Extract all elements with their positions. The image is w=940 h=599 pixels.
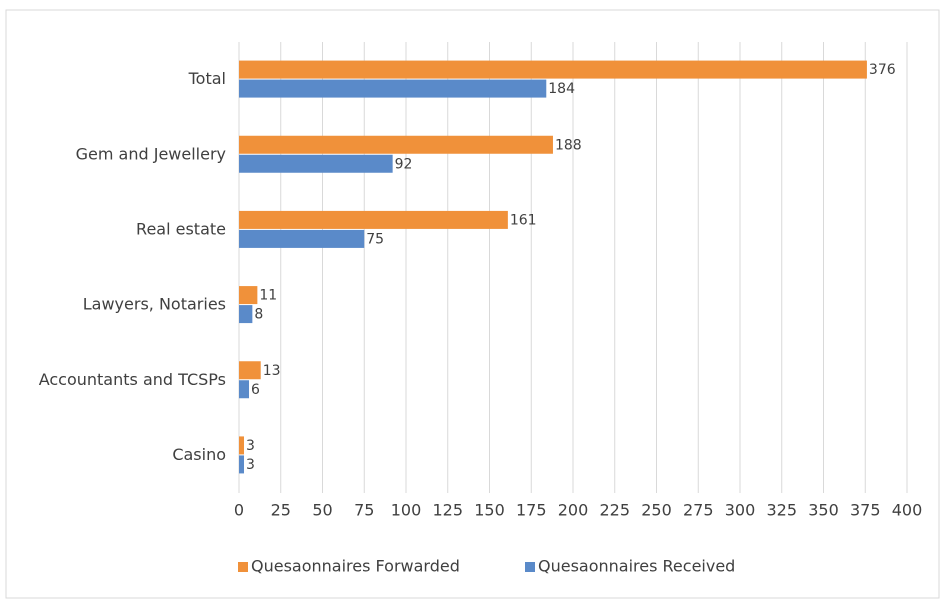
chart-border	[5, 9, 940, 599]
value-label: 188	[555, 137, 582, 153]
value-label: 92	[395, 156, 413, 172]
x-tick-label: 275	[683, 501, 714, 520]
x-tick-label: 400	[892, 501, 923, 520]
legend-swatch	[238, 562, 248, 572]
x-tick-label: 150	[474, 501, 505, 520]
value-label: 75	[366, 231, 384, 247]
bar	[239, 380, 250, 399]
value-label: 3	[246, 438, 255, 454]
x-tick-label: 125	[432, 501, 463, 520]
value-label: 11	[259, 288, 277, 304]
bar	[239, 286, 258, 305]
value-label: 8	[254, 307, 263, 323]
x-tick-label: 250	[641, 501, 672, 520]
x-tick-label: 375	[850, 501, 881, 520]
x-tick-label: 25	[271, 501, 291, 520]
y-tick-label: Total	[188, 69, 226, 88]
value-label: 376	[869, 62, 896, 78]
bar	[239, 229, 365, 248]
y-tick-label: Accountants and TCSPs	[39, 370, 226, 389]
bar	[239, 210, 508, 229]
y-tick-label: Casino	[172, 445, 226, 464]
x-tick-label: 100	[391, 501, 422, 520]
value-label: 161	[510, 212, 537, 228]
x-tick-label: 0	[234, 501, 244, 520]
x-tick-label: 175	[516, 501, 547, 520]
bar	[239, 361, 261, 380]
value-label: 3	[246, 457, 255, 473]
legend-label: Quesaonnaires Forwarded	[251, 557, 460, 576]
value-label: 6	[251, 382, 260, 398]
bar	[239, 79, 547, 98]
legend-label: Quesaonnaires Received	[538, 557, 735, 576]
bar	[239, 305, 253, 324]
bar	[239, 135, 553, 154]
bar	[239, 60, 867, 79]
x-tick-label: 300	[725, 501, 756, 520]
value-label: 184	[548, 81, 575, 97]
x-tick-label: 200	[558, 501, 589, 520]
x-tick-label: 350	[808, 501, 839, 520]
value-label: 13	[263, 363, 281, 379]
x-tick-label: 325	[766, 501, 797, 520]
x-tick-label: 225	[599, 501, 630, 520]
x-tick-label: 50	[312, 501, 332, 520]
x-tick-label: 75	[354, 501, 374, 520]
y-tick-label: Lawyers, Notaries	[83, 295, 226, 314]
bar	[239, 436, 245, 455]
bar	[239, 154, 393, 173]
bar	[239, 455, 245, 474]
y-tick-label: Real estate	[136, 219, 226, 238]
y-tick-label: Gem and Jewellery	[76, 144, 226, 163]
legend-swatch	[525, 562, 535, 572]
